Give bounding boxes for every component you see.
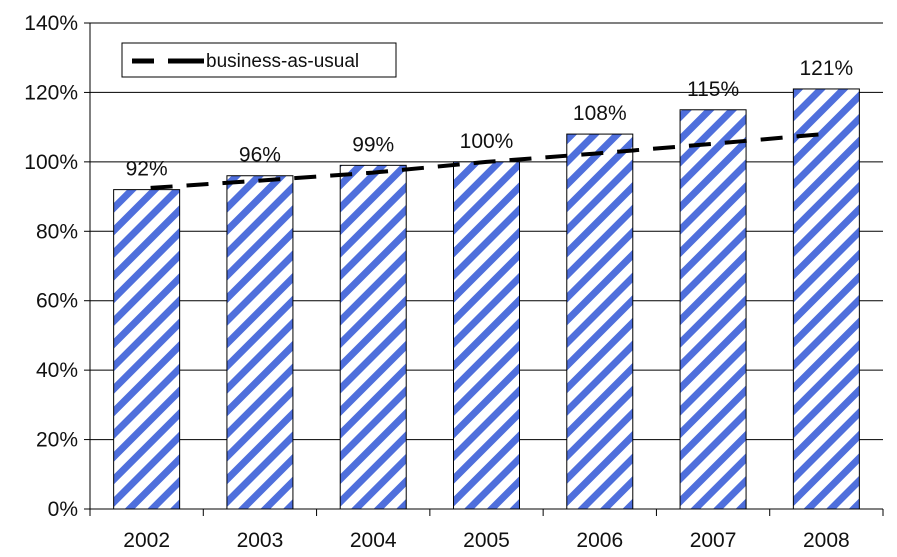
y-tick-label: 40%	[36, 359, 78, 382]
business-as-usual-line	[150, 132, 823, 190]
y-tick-label: 100%	[24, 151, 78, 174]
y-tick-label: 60%	[36, 290, 78, 313]
legend-label: business-as-usual	[206, 51, 359, 72]
data-label: 108%	[573, 102, 627, 125]
y-axis: 0% 20% 40% 60% 80% 100% 120% 140%	[24, 12, 91, 521]
data-label: 92%	[126, 158, 168, 181]
x-tick-label: 2008	[803, 529, 850, 552]
data-label: 115%	[687, 78, 739, 101]
y-tick-label: 80%	[36, 220, 78, 243]
bar-2003	[226, 175, 294, 510]
x-axis: 2002 2003 2004 2005 2006 2007 2008	[89, 508, 884, 552]
business-as-usual-line-path	[150, 132, 823, 190]
data-label: 96%	[239, 144, 281, 167]
bar-2008	[792, 88, 860, 510]
x-tick-label: 2002	[123, 529, 170, 552]
bar-series	[113, 88, 860, 510]
bar-2002	[113, 189, 181, 510]
legend: business-as-usual	[121, 42, 397, 78]
bar-2004	[339, 164, 407, 510]
x-tick-label: 2003	[237, 529, 284, 552]
bar-2005	[453, 161, 520, 510]
x-tick-label: 2007	[690, 529, 737, 552]
bar-2006	[566, 133, 634, 510]
bar-2007	[679, 109, 747, 510]
data-label: 121%	[799, 57, 853, 80]
x-tick-label: 2006	[576, 529, 623, 552]
y-tick-label: 20%	[36, 429, 78, 452]
data-label: 99%	[352, 133, 394, 156]
y-tick-label: 120%	[24, 81, 78, 104]
x-tick-label: 2005	[463, 529, 510, 552]
y-tick-label: 0%	[48, 498, 78, 521]
x-tick-label: 2004	[350, 529, 397, 552]
legend-box	[121, 42, 397, 78]
y-tick-label: 140%	[24, 12, 78, 35]
data-labels: 92% 96% 99% 100% 108% 115% 121%	[126, 57, 854, 181]
data-label: 100%	[460, 130, 514, 153]
